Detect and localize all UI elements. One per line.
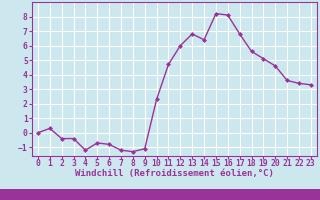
X-axis label: Windchill (Refroidissement éolien,°C): Windchill (Refroidissement éolien,°C)	[75, 169, 274, 178]
